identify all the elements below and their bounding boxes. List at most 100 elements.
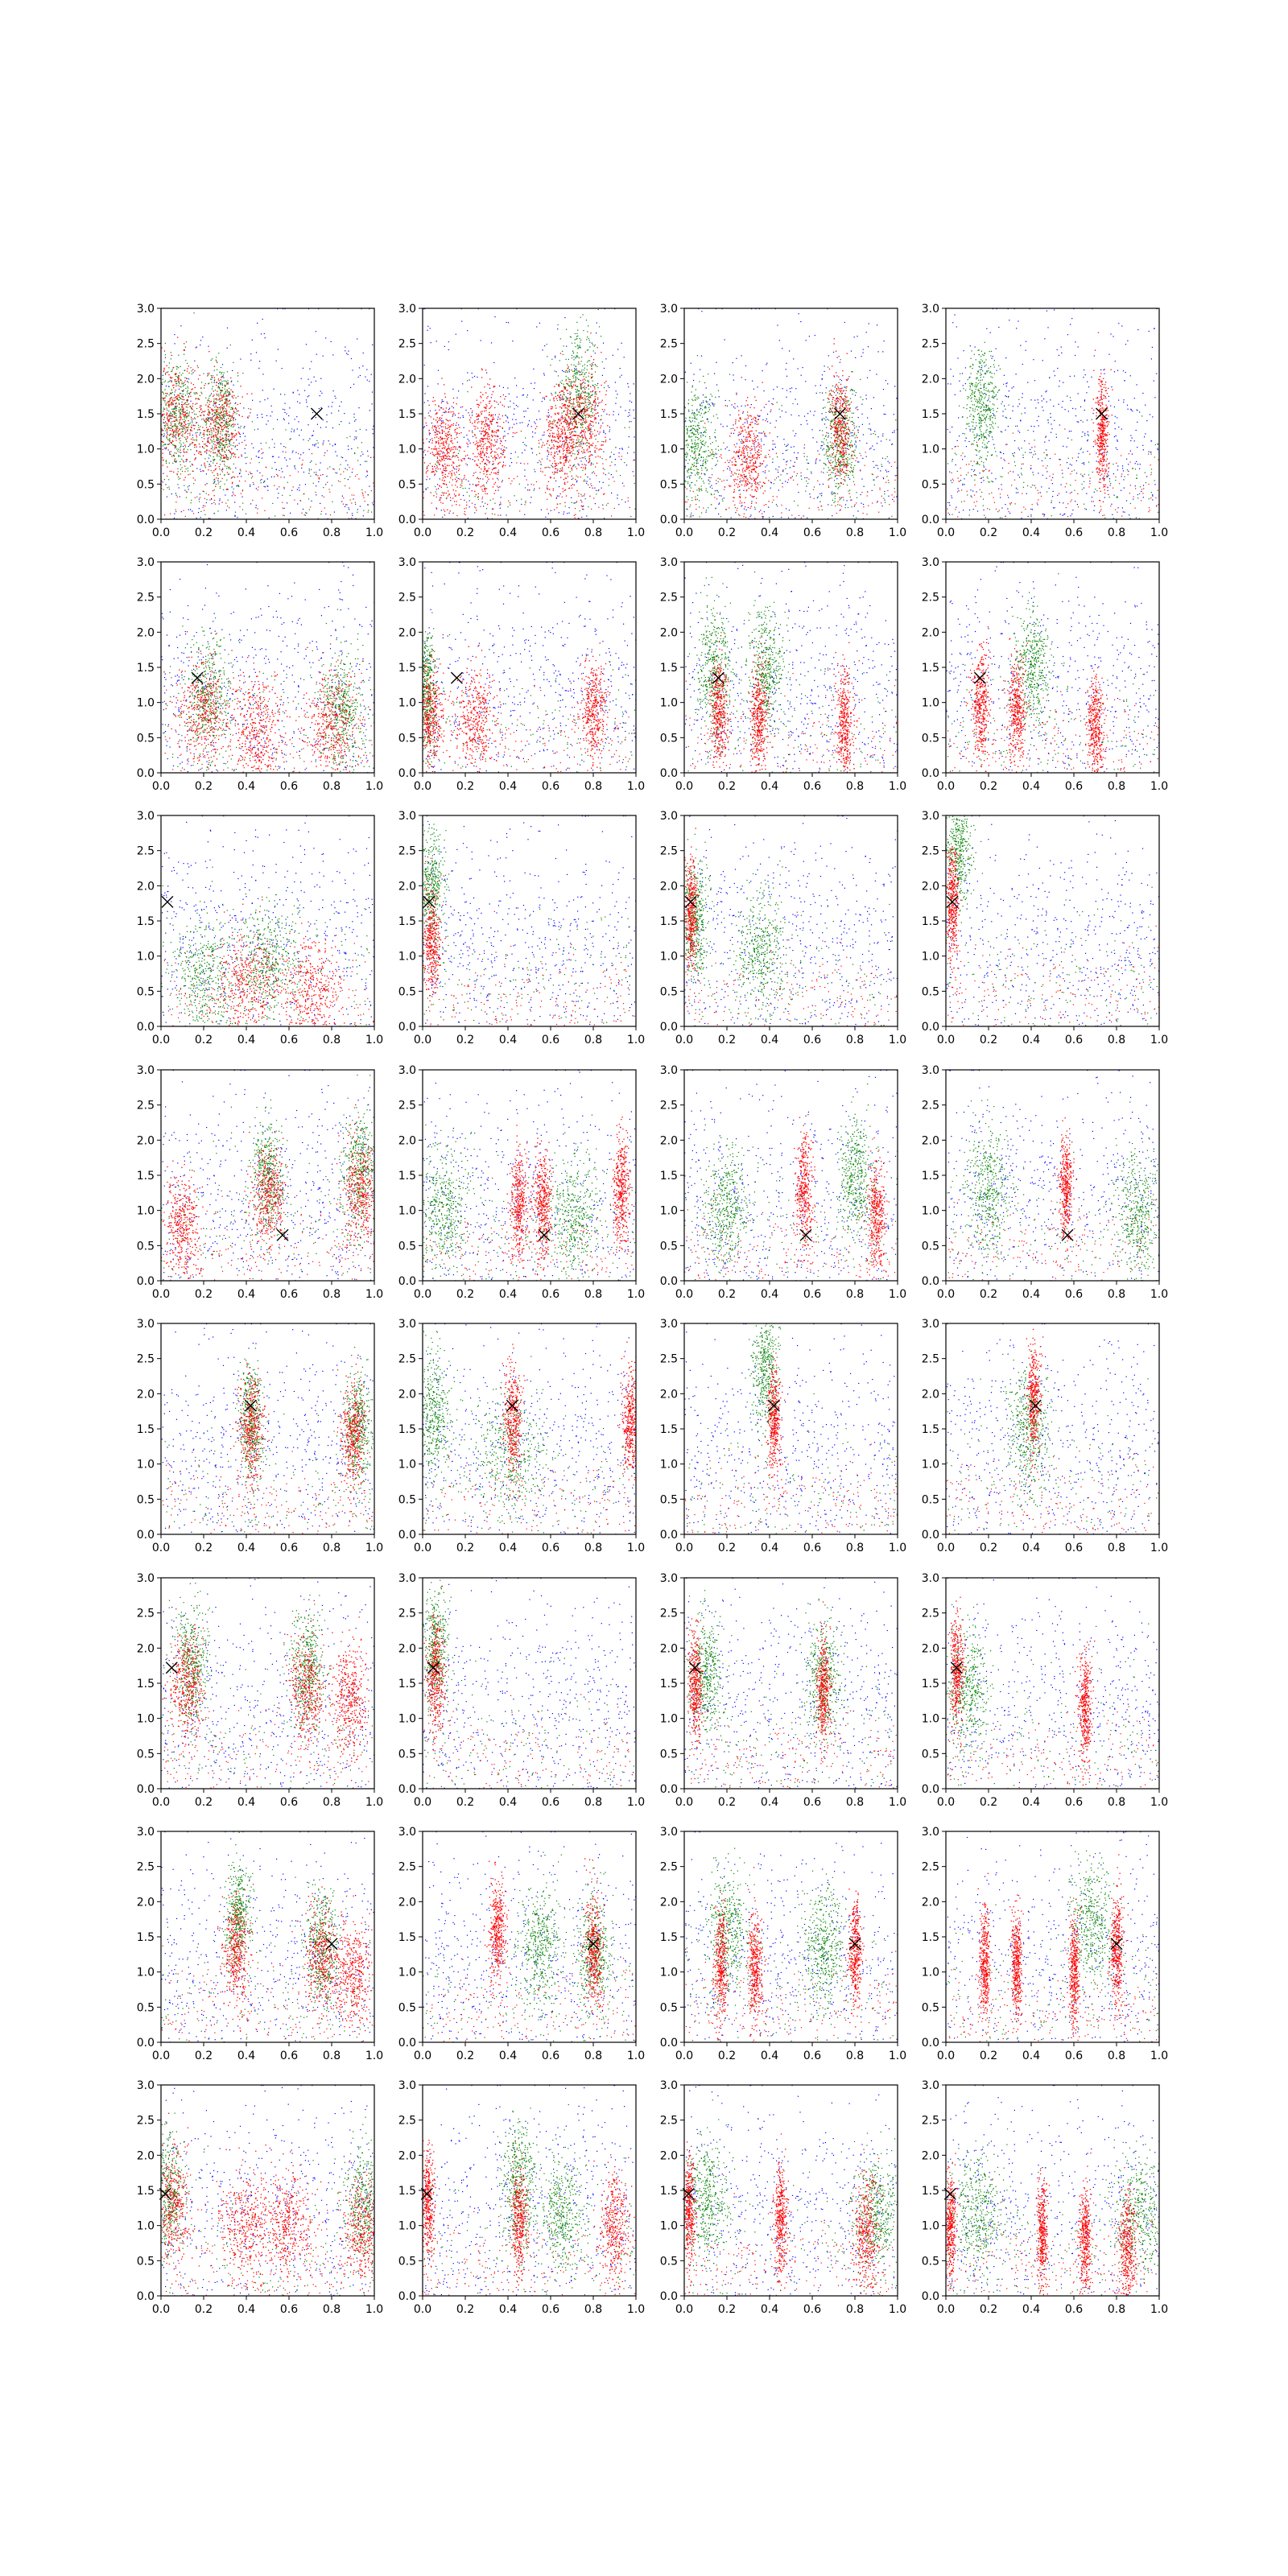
red-point bbox=[525, 502, 526, 503]
blue-point bbox=[240, 359, 241, 360]
blue-point bbox=[527, 408, 528, 409]
blue-point bbox=[264, 333, 265, 334]
blue-point bbox=[323, 419, 324, 420]
blue-point bbox=[319, 469, 320, 470]
red-point bbox=[168, 404, 169, 405]
blue-point bbox=[370, 457, 371, 458]
red-point bbox=[477, 442, 478, 443]
red-point bbox=[453, 447, 454, 448]
green-point bbox=[213, 475, 214, 476]
red-point bbox=[223, 441, 224, 442]
red-point bbox=[188, 373, 189, 374]
red-point bbox=[527, 463, 528, 464]
blue-point bbox=[345, 460, 346, 461]
green-point bbox=[233, 425, 234, 426]
red-point bbox=[427, 451, 428, 452]
green-point bbox=[225, 393, 226, 394]
green-point bbox=[575, 447, 576, 448]
green-point bbox=[577, 372, 578, 373]
red-point bbox=[598, 449, 599, 450]
green-point bbox=[282, 495, 283, 496]
red-point bbox=[549, 444, 550, 445]
red-point bbox=[220, 425, 221, 426]
green-point bbox=[171, 381, 172, 382]
red-point bbox=[351, 502, 352, 503]
red-point bbox=[445, 446, 446, 447]
red-point bbox=[505, 456, 506, 457]
green-point bbox=[587, 361, 588, 362]
red-point bbox=[485, 434, 486, 435]
green-point bbox=[220, 486, 221, 487]
red-point bbox=[463, 458, 464, 459]
green-point bbox=[583, 403, 584, 404]
green-point bbox=[166, 405, 167, 406]
red-point bbox=[238, 431, 239, 432]
blue-point bbox=[609, 439, 610, 440]
green-point bbox=[595, 407, 596, 408]
green-point bbox=[156, 384, 157, 385]
red-point bbox=[231, 434, 232, 435]
red-point bbox=[488, 436, 489, 437]
blue-point bbox=[360, 464, 361, 465]
blue-point bbox=[200, 340, 201, 341]
green-point bbox=[213, 502, 214, 503]
green-point bbox=[207, 414, 208, 415]
green-point bbox=[221, 443, 222, 444]
blue-point bbox=[286, 414, 287, 415]
red-point bbox=[484, 407, 485, 408]
green-point bbox=[224, 484, 225, 485]
red-point bbox=[545, 475, 546, 476]
red-point bbox=[565, 460, 566, 461]
green-point bbox=[179, 439, 180, 440]
blue-point bbox=[491, 342, 492, 343]
green-point bbox=[347, 437, 348, 438]
red-point bbox=[483, 439, 484, 440]
red-point bbox=[483, 421, 484, 422]
red-point bbox=[162, 428, 163, 429]
red-point bbox=[250, 409, 251, 410]
red-point bbox=[567, 410, 568, 411]
red-point bbox=[227, 472, 228, 473]
green-point bbox=[228, 422, 229, 423]
blue-point bbox=[536, 326, 537, 327]
red-point bbox=[581, 374, 582, 375]
green-point bbox=[371, 512, 372, 513]
red-point bbox=[181, 383, 182, 384]
blue-point bbox=[497, 404, 498, 405]
blue-point bbox=[575, 502, 576, 503]
red-point bbox=[570, 434, 571, 435]
red-point bbox=[172, 385, 173, 386]
red-point bbox=[564, 430, 565, 431]
red-point bbox=[567, 405, 568, 406]
red-point bbox=[192, 406, 193, 407]
red-point bbox=[195, 425, 196, 426]
red-point bbox=[564, 421, 565, 422]
blue-point bbox=[574, 368, 575, 369]
blue-point bbox=[629, 412, 630, 413]
green-point bbox=[211, 470, 212, 471]
blue-point bbox=[196, 468, 197, 469]
green-point bbox=[290, 439, 291, 440]
green-point bbox=[221, 396, 222, 397]
red-point bbox=[196, 436, 197, 437]
red-point bbox=[317, 475, 318, 476]
green-point bbox=[176, 448, 177, 449]
green-point bbox=[187, 391, 188, 392]
red-point bbox=[595, 450, 596, 451]
blue-point bbox=[621, 375, 622, 376]
green-point bbox=[549, 467, 550, 468]
red-point bbox=[475, 472, 476, 473]
green-point bbox=[156, 408, 157, 409]
green-point bbox=[169, 381, 170, 382]
red-point bbox=[191, 439, 192, 440]
red-point bbox=[174, 421, 175, 422]
green-point bbox=[238, 485, 239, 486]
red-point bbox=[436, 509, 437, 510]
red-point bbox=[451, 473, 452, 474]
red-point bbox=[219, 427, 220, 428]
blue-point bbox=[367, 380, 368, 381]
blue-point bbox=[452, 389, 453, 390]
red-point bbox=[195, 404, 196, 405]
red-point bbox=[253, 482, 254, 483]
red-point bbox=[478, 484, 479, 485]
